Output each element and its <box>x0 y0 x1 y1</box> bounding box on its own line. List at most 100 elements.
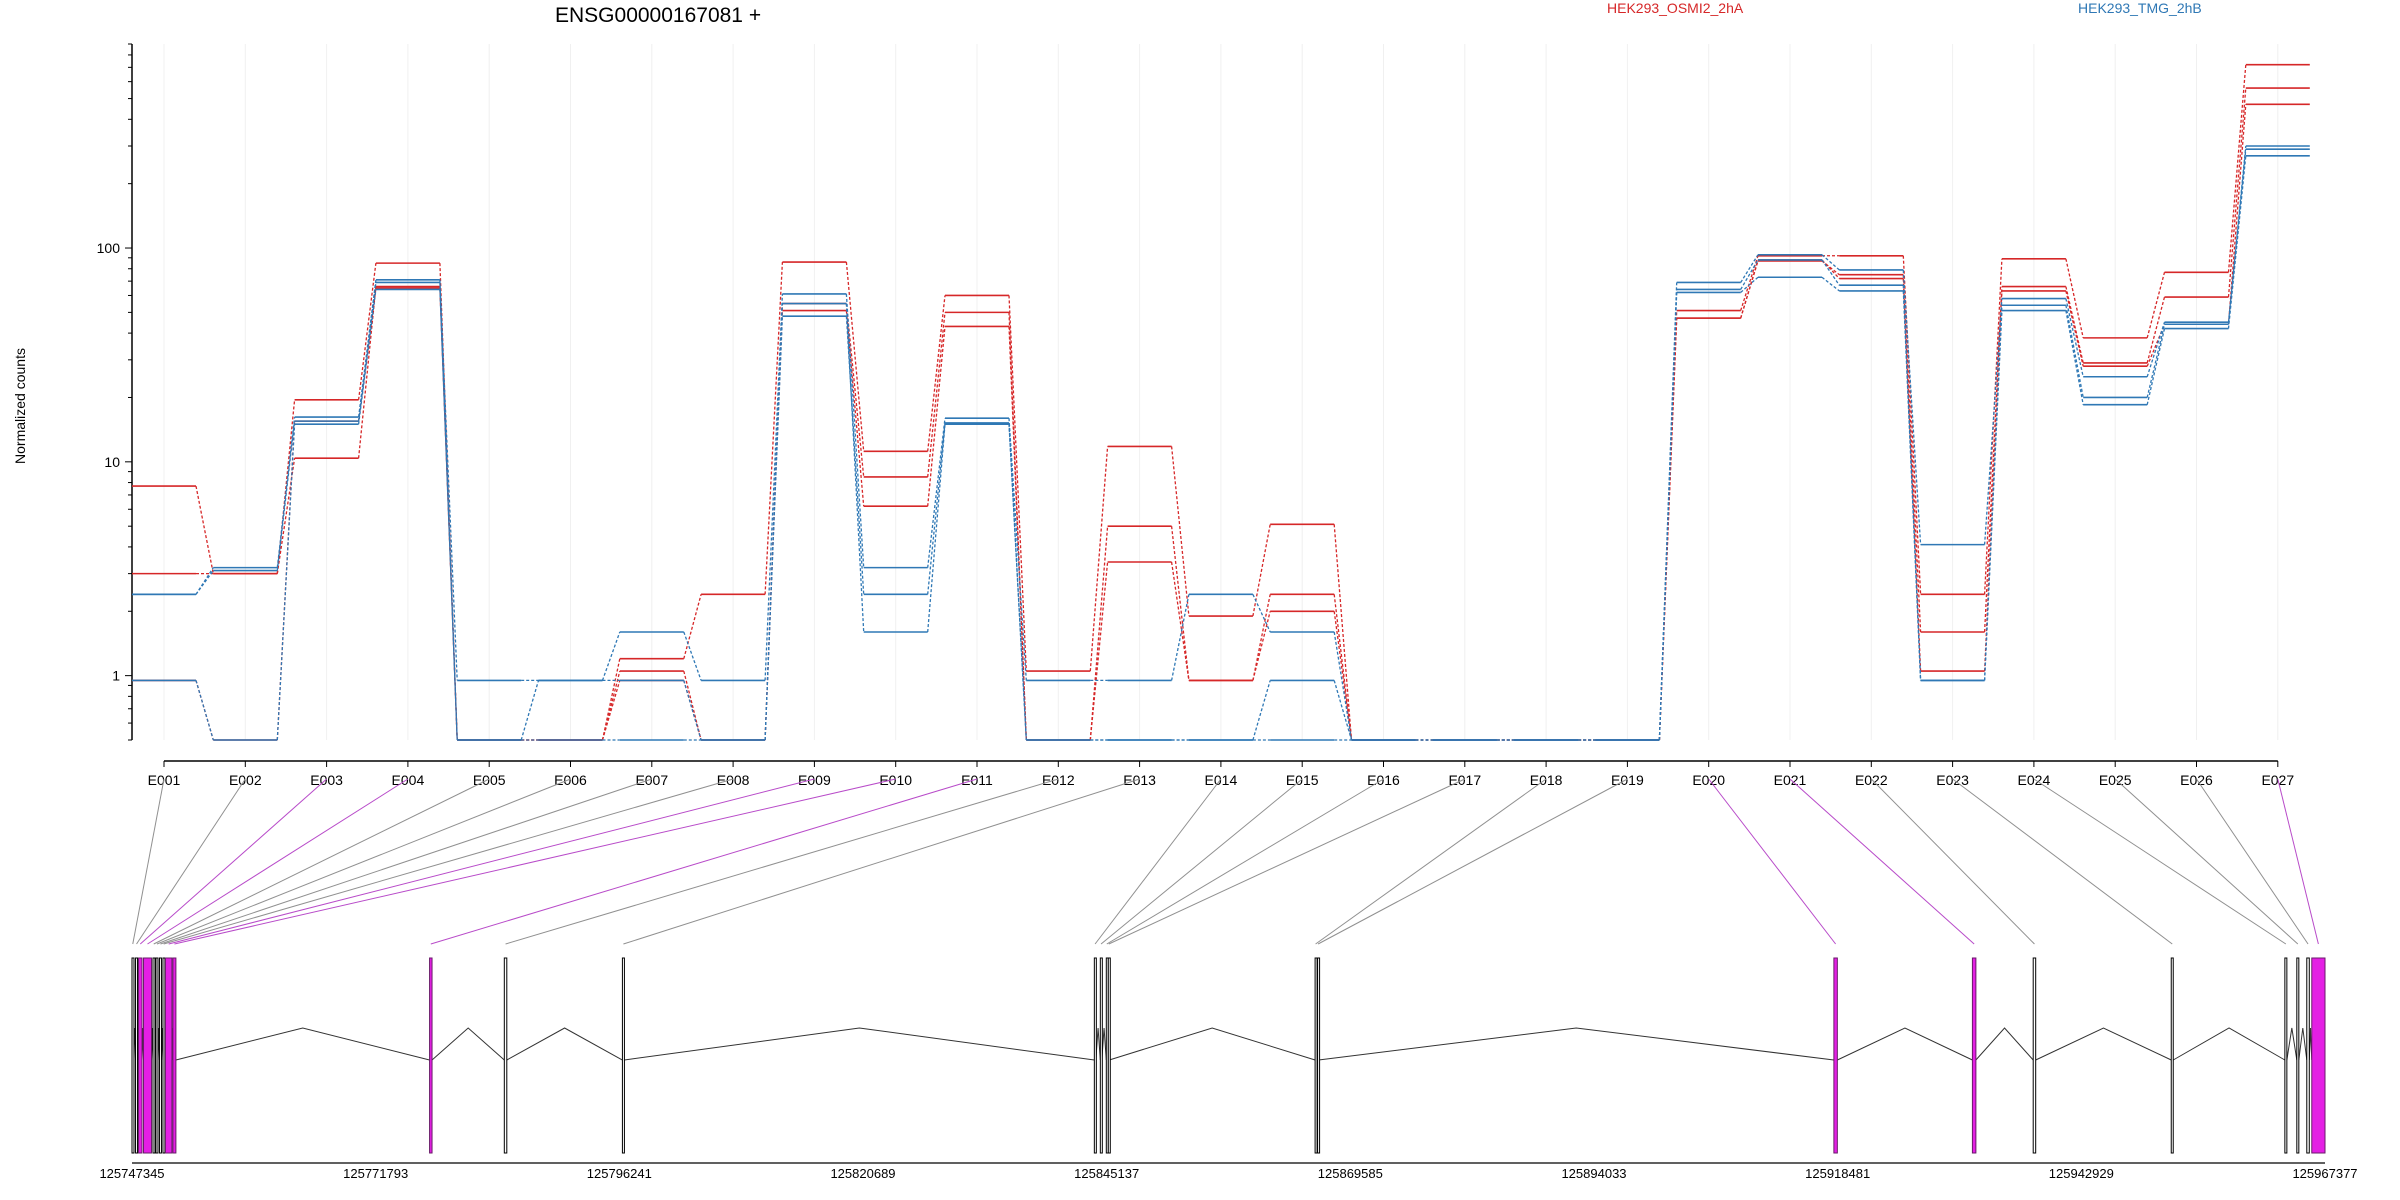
series-connector <box>927 418 946 568</box>
series-connector <box>2227 88 2247 298</box>
series-connector <box>2065 258 2084 339</box>
exon-box-E023 <box>2170 957 2174 1154</box>
x-tick-label: E006 <box>554 772 587 788</box>
intron-line <box>1109 1027 1316 1061</box>
exon-box-E022 <box>2032 957 2037 1154</box>
series-connector <box>927 295 946 452</box>
series-connector <box>601 658 621 741</box>
x-tick-label: E004 <box>392 772 425 788</box>
series-connector <box>764 261 784 595</box>
exon-box-E005 <box>152 957 156 1154</box>
series-connector <box>683 670 702 741</box>
x-tick-label: E003 <box>310 772 343 788</box>
series-connector <box>1333 631 1353 741</box>
genomic-tick-label: 125747345 <box>99 1166 164 1181</box>
series-connector <box>683 631 702 681</box>
series-connector <box>1252 524 1271 617</box>
series-connector <box>276 416 296 568</box>
intron-line <box>1975 1027 2034 1061</box>
x-tick-label: E009 <box>798 772 831 788</box>
genomic-tick-label: 125918481 <box>1805 1166 1870 1181</box>
exon-mapping-line <box>1870 778 2035 945</box>
series-connector <box>1902 285 1922 681</box>
intron-line <box>175 1027 430 1061</box>
series-connector <box>1821 260 1840 276</box>
x-tick-label: E015 <box>1286 772 1319 788</box>
exon-mapping-line <box>132 778 165 945</box>
series-connector <box>1821 259 1840 279</box>
series-connector <box>520 680 540 741</box>
x-tick-label: E020 <box>1692 772 1725 788</box>
series-connector <box>1821 259 1840 286</box>
series-connector <box>1333 524 1353 741</box>
series-connector <box>1740 259 1759 319</box>
exon-box-E025 <box>2296 957 2300 1154</box>
exon-box-E026 <box>2306 957 2310 1154</box>
intron-line <box>1318 1027 1834 1061</box>
series-connector <box>1821 276 1840 292</box>
genomic-tick-label: 125967377 <box>2292 1166 2357 1181</box>
x-tick-label: E023 <box>1936 772 1969 788</box>
intron-line <box>2172 1027 2286 1061</box>
exon-box-E010 <box>172 957 177 1154</box>
exon-box-E014 <box>1093 957 1097 1154</box>
x-tick-label: E021 <box>1774 772 1807 788</box>
series-connector <box>1252 680 1271 741</box>
x-tick-label: E024 <box>2018 772 2051 788</box>
series-connector <box>683 594 702 659</box>
series-group <box>132 63 2310 741</box>
series-connector <box>195 485 214 574</box>
exon-mapping-line <box>153 778 490 945</box>
exon-mapping-line <box>2277 778 2319 945</box>
series-connector <box>357 289 377 425</box>
exon-mapping-line <box>1094 778 1222 945</box>
series-connector <box>2065 286 2084 364</box>
series-connector <box>2227 149 2247 325</box>
intron-line <box>506 1027 623 1061</box>
exon-mapping-line <box>2196 778 2309 945</box>
exon-box-E008 <box>162 957 166 1154</box>
series-connector <box>1170 561 1190 681</box>
series-connector <box>1008 418 1027 681</box>
series-connector <box>1089 446 1109 672</box>
exon-box-E021 <box>1971 957 1977 1154</box>
exon-mapping-line <box>160 778 652 945</box>
series-connector <box>1983 258 2003 595</box>
series-connector <box>1333 611 1353 741</box>
x-tick-label: E010 <box>879 772 912 788</box>
intron-line <box>2035 1027 2172 1061</box>
series-connector <box>764 293 784 681</box>
x-tick-label: E007 <box>635 772 668 788</box>
series-connector <box>2065 290 2084 367</box>
exon-mapping-line <box>430 778 978 945</box>
genomic-tick-label: 125894033 <box>1561 1166 1626 1181</box>
x-tick-label: E005 <box>473 772 506 788</box>
series-connector <box>845 316 865 595</box>
series-connector <box>1008 295 1027 672</box>
series-connector <box>1658 289 1678 741</box>
intron-line <box>1837 1027 1973 1061</box>
series-connector <box>1008 424 1027 741</box>
exon-box-E020 <box>1833 957 1838 1154</box>
exon-mapping-line <box>1106 778 1384 945</box>
exon-box-E015 <box>1099 957 1103 1154</box>
y-tick-label: 10 <box>104 454 120 470</box>
series-connector <box>601 680 621 741</box>
exon-box-E009 <box>164 957 173 1154</box>
exon-box-E019 <box>1317 957 1321 1154</box>
exon-mapping-line <box>1317 778 1628 945</box>
series-connector <box>927 422 946 595</box>
exon-mapping-line <box>2114 778 2299 945</box>
series-connector <box>1902 269 1922 545</box>
exon-box-E011 <box>429 957 433 1154</box>
series-connector <box>276 424 296 741</box>
series-connector <box>1252 594 1271 681</box>
legend-entry-osmi2: HEK293_OSMI2_2hA <box>1607 0 1744 16</box>
intron-line <box>624 1027 1095 1061</box>
series-connector <box>195 567 214 595</box>
series-connector <box>195 680 214 741</box>
intron-line <box>2298 1027 2308 1061</box>
exon-mapping-line <box>147 778 409 945</box>
genomic-tick-label: 125845137 <box>1074 1166 1139 1181</box>
x-tick-label: E014 <box>1205 772 1238 788</box>
